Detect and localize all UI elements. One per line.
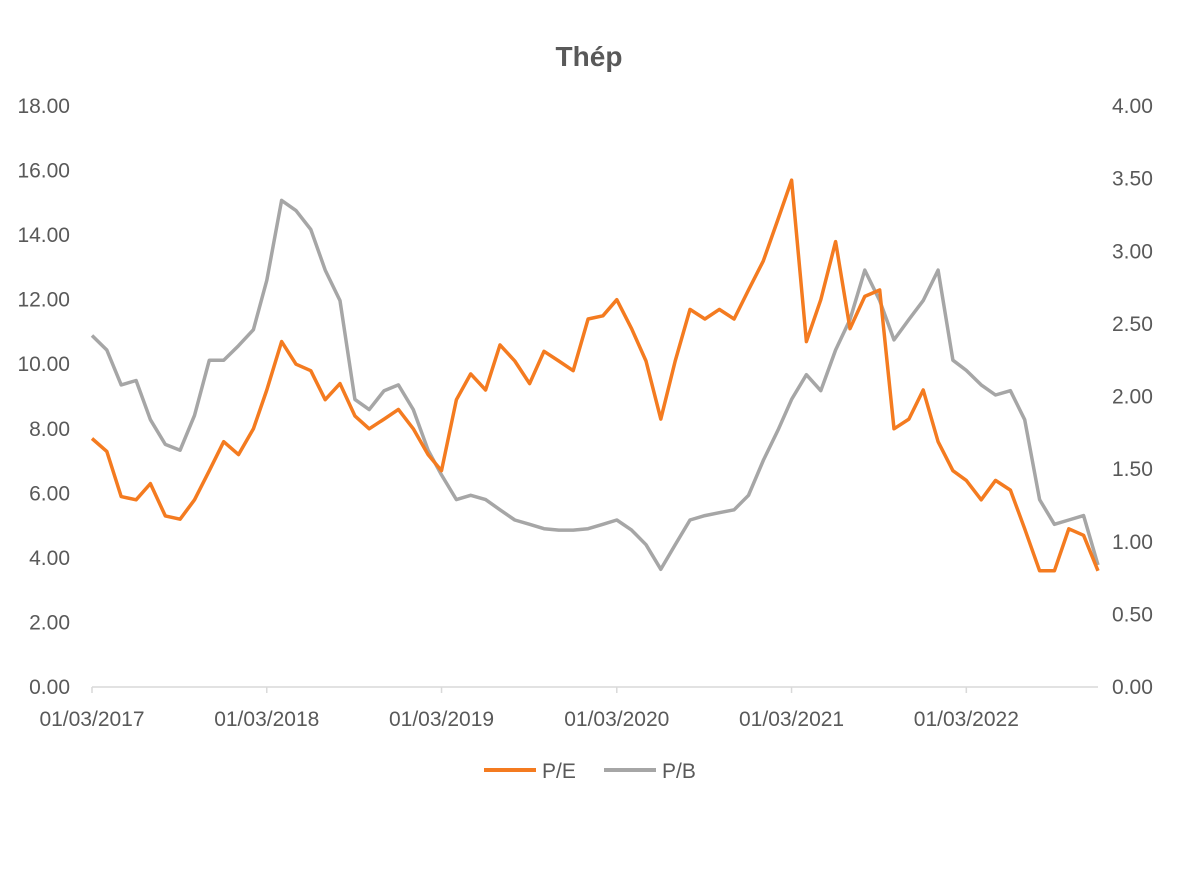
x-tick-label: 01/03/2022	[914, 708, 1019, 731]
x-tick-label: 01/03/2019	[389, 708, 494, 731]
x-tick-label: 01/03/2018	[214, 708, 319, 731]
x-tick-label: 01/03/2021	[739, 708, 844, 731]
series-line-pb	[90, 198, 1100, 572]
right-tick-label: 1.00	[1112, 531, 1153, 554]
right-tick-label: 3.00	[1112, 240, 1153, 263]
left-tick-label: 6.00	[29, 482, 70, 505]
plot-area	[90, 178, 1100, 573]
series-line-pe	[90, 178, 1100, 573]
x-axis: 01/03/2017 01/03/2018 01/03/2019 01/03/2020…	[39, 686, 1098, 731]
right-axis: 0.00 0.50 1.00 1.50 2.00 2.50 3.00 3.50 4.00	[1112, 95, 1153, 699]
left-tick-label: 12.00	[17, 289, 70, 312]
left-tick-label: 14.00	[17, 224, 70, 247]
left-tick-label: 18.00	[17, 95, 70, 118]
x-tick-label: 01/03/2017	[39, 708, 144, 731]
right-tick-label: 2.50	[1112, 313, 1153, 336]
left-tick-label: 16.00	[17, 160, 70, 183]
legend-label: P/B	[662, 760, 696, 783]
left-tick-label: 2.00	[29, 611, 70, 634]
legend: P/E P/B	[484, 760, 696, 783]
right-tick-label: 2.00	[1112, 386, 1153, 409]
right-tick-label: 0.00	[1112, 676, 1153, 699]
left-tick-label: 8.00	[29, 418, 70, 441]
right-tick-label: 4.00	[1112, 95, 1153, 118]
left-tick-label: 10.00	[17, 353, 70, 376]
x-tick-label: 01/03/2020	[564, 708, 669, 731]
chart-title: Thép	[556, 41, 623, 72]
left-tick-label: 4.00	[29, 547, 70, 570]
left-axis: 0.00 2.00 4.00 6.00 8.00 10.00 12.00 14.00 16.00…	[17, 95, 70, 699]
right-tick-label: 3.50	[1112, 168, 1153, 191]
right-tick-label: 0.50	[1112, 603, 1153, 626]
left-tick-label: 0.00	[29, 676, 70, 699]
legend-label: P/E	[542, 760, 576, 783]
right-tick-label: 1.50	[1112, 458, 1153, 481]
